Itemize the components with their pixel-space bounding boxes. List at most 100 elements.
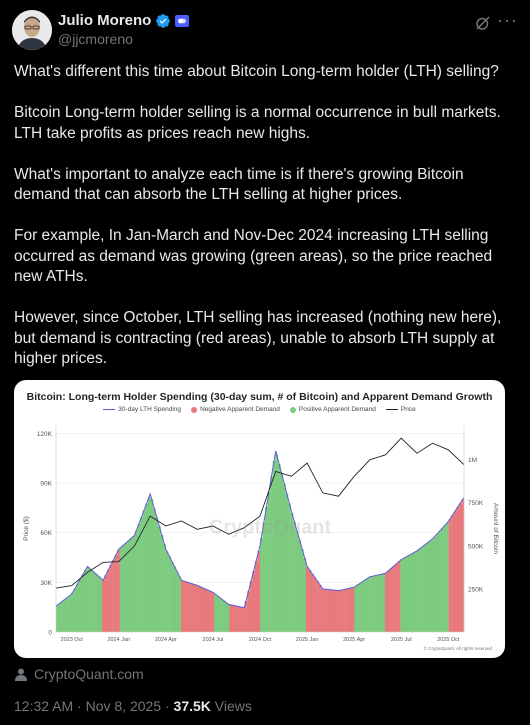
demand-area-bar (71, 592, 75, 632)
demand-area-bar (400, 559, 403, 632)
x-tick: 2025 Oct (437, 637, 460, 643)
demand-area-bar (81, 574, 85, 632)
demand-area-bar (140, 517, 143, 632)
demand-area-bar (89, 569, 92, 632)
demand-area-bar (354, 586, 358, 632)
demand-area-bar (397, 561, 401, 632)
tweet-paragraph: For example, In Jan-March and Nov-Dec 20… (14, 227, 493, 285)
more-options-icon[interactable]: ··· (497, 10, 518, 30)
demand-area-bar (328, 589, 332, 632)
y-right-tick: 250K (468, 586, 484, 593)
grok-icon[interactable] (474, 14, 492, 32)
avatar[interactable] (12, 10, 52, 50)
demand-area-bar (178, 576, 182, 632)
demand-area-bar (201, 587, 205, 632)
demand-area-bar (265, 507, 268, 632)
demand-area-bar (219, 598, 222, 632)
demand-area-bar (423, 545, 426, 632)
demand-area-bar (186, 582, 189, 632)
demand-area-bar (318, 584, 322, 632)
demand-area-bar (73, 588, 77, 632)
source-link[interactable]: CryptoQuant.com (14, 666, 144, 682)
demand-area-bar (127, 540, 131, 632)
demand-area-bar (165, 551, 169, 632)
demand-area-bar (84, 570, 87, 632)
demand-area-bar (66, 597, 69, 632)
tweet-paragraph: However, since October, LTH selling has … (14, 309, 502, 367)
demand-area-bar (234, 605, 238, 632)
demand-area-bar (214, 594, 217, 632)
demand-area-bar (379, 574, 383, 632)
demand-area-bar (206, 590, 210, 632)
demand-area-bar (242, 607, 245, 632)
chart-plot: 0 30K 60K 90K 120K 250K 500K 750K 1M 2023 Oct 2024… (23, 425, 499, 651)
demand-area-bar (390, 568, 393, 632)
demand-area-bar (104, 575, 108, 632)
demand-area-bar (451, 515, 454, 632)
demand-area-bar (295, 530, 299, 632)
x-tick: 2024 Apr (155, 637, 177, 643)
demand-area-bar (203, 588, 207, 632)
author-name[interactable]: Julio Moreno (58, 12, 152, 29)
demand-area-bar (372, 576, 375, 632)
demand-area-bar (382, 573, 386, 632)
demand-area-bar (456, 507, 460, 632)
demand-area-bar (198, 586, 202, 632)
demand-area-bar (94, 573, 97, 632)
x-tick: 2025 Apr (343, 637, 365, 643)
x-tick: 2023 Oct (61, 637, 84, 643)
demand-area-bar (112, 559, 115, 632)
demand-area-bar (453, 511, 457, 632)
demand-area-bar (438, 530, 442, 632)
author-handle[interactable]: @jjcmoreno (58, 31, 133, 47)
demand-area-bar (260, 538, 263, 632)
demand-area-bar (209, 591, 212, 632)
demand-area-bar (152, 508, 156, 632)
y-left-tick: 30K (40, 580, 52, 587)
demand-area-bar (293, 521, 296, 632)
demand-area-bar (193, 584, 197, 632)
x-tick: 2025 Jan (296, 637, 319, 643)
demand-area-bar (160, 535, 164, 632)
demand-area-bar (224, 602, 228, 632)
affiliate-badge-icon[interactable] (175, 14, 190, 27)
demand-area-bar (288, 503, 291, 632)
demand-area-bar (425, 543, 429, 632)
demand-area-bar (109, 564, 113, 632)
demand-area-bar (377, 574, 381, 632)
demand-area-bar (323, 589, 327, 632)
chart-legend: 30-day LTH Spending Negative Apparent De… (14, 406, 505, 413)
demand-area-bar (356, 584, 360, 632)
demand-area-bar (346, 588, 350, 632)
demand-area-bar (326, 589, 330, 632)
y-right-label: Amount of Bitcoin (492, 503, 499, 554)
demand-area-bar (300, 548, 304, 632)
demand-area-bar (305, 566, 309, 632)
tweet-text: What's different this time about Bitcoin… (14, 62, 520, 390)
chart-title: Bitcoin: Long-term Holder Spending (30-d… (26, 391, 493, 403)
demand-area-bar (150, 499, 154, 632)
demand-area-bar (61, 601, 64, 632)
demand-area-bar (56, 605, 59, 632)
demand-area-bar (122, 544, 126, 632)
demand-area-bar (420, 547, 424, 632)
demand-area-bar (216, 596, 220, 632)
y-right-tick: 500K (468, 543, 484, 550)
x-tick: 2024 Jul (203, 637, 224, 643)
demand-area-bar (229, 604, 233, 632)
demand-area-bar (63, 599, 67, 632)
demand-area-bar (308, 570, 312, 632)
chart-image[interactable]: Bitcoin: Long-term Holder Spending (30-d… (14, 380, 505, 658)
demand-area-bar (196, 585, 199, 632)
timestamp[interactable]: 12:32 AM · Nov 8, 2025 · (14, 698, 174, 714)
demand-area-bar (384, 572, 388, 632)
demand-area-bar (433, 536, 437, 632)
y-left-label: Price ($) (23, 516, 30, 541)
demand-area-bar (163, 544, 166, 632)
legend-negative: Negative Apparent Demand (200, 406, 280, 413)
demand-area-bar (395, 563, 398, 632)
demand-area-bar (99, 578, 103, 632)
demand-area-bar (277, 464, 281, 632)
demand-area-bar (249, 581, 253, 632)
demand-area-bar (272, 460, 276, 632)
